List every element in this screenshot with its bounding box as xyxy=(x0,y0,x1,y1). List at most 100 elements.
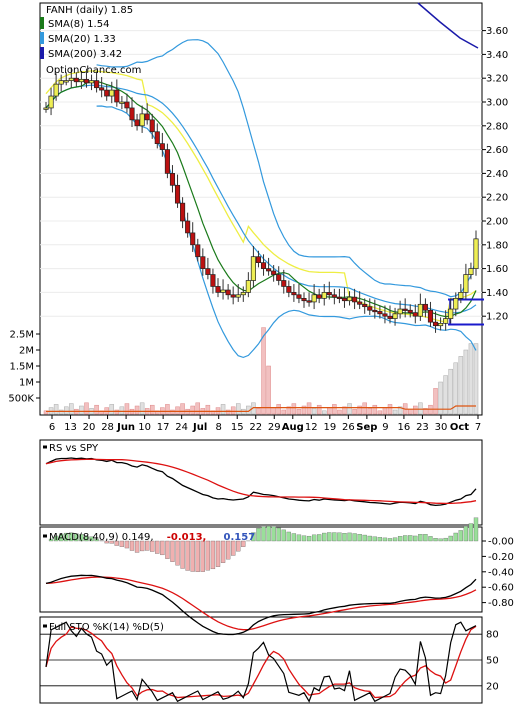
candle-body xyxy=(427,309,434,323)
volume-bar xyxy=(357,405,362,415)
candle-body xyxy=(220,289,226,293)
candle-body xyxy=(367,306,373,311)
macd-histogram-bar xyxy=(64,532,69,542)
candle-body xyxy=(129,107,135,121)
macd-histogram-bar xyxy=(180,540,185,569)
price-axis-labels: 3.60 3.40 3.20 3.00 2.80 2.60 2.40 2.20 2.00 1.80… xyxy=(482,26,508,323)
candle-body xyxy=(99,87,105,91)
candle-body xyxy=(266,268,272,272)
macd-histogram-bar xyxy=(165,540,170,559)
volume-bar xyxy=(165,404,170,415)
volume-bar xyxy=(235,403,241,415)
volume-bar xyxy=(134,405,140,415)
date-tick-label: 28 xyxy=(101,422,114,433)
candle-body xyxy=(230,294,236,298)
candle-body xyxy=(296,294,302,299)
candle-body xyxy=(382,313,388,317)
sto-axis-labels: 80 50 20 xyxy=(486,630,499,693)
candle-body xyxy=(260,262,267,269)
volume-bar xyxy=(124,403,130,415)
watermark: OptionChance.com xyxy=(46,65,141,76)
candle-body xyxy=(453,298,459,310)
macd-tick-label: -0.80 xyxy=(488,598,514,609)
candle-body xyxy=(185,220,191,234)
candle-body xyxy=(43,107,49,110)
macd-histogram-bar xyxy=(403,535,408,542)
macd-histogram-bar xyxy=(251,532,256,542)
macd-histogram-bar xyxy=(448,535,453,542)
date-tick-label: 19 xyxy=(323,422,336,433)
price-tick-label: 2.20 xyxy=(486,193,508,204)
candle-body xyxy=(164,149,170,174)
sma200-line xyxy=(417,2,479,49)
macd-histogram-bar xyxy=(357,534,362,542)
date-tick-label: 8 xyxy=(216,422,222,433)
candle-body xyxy=(458,292,464,299)
volume-average-line xyxy=(46,405,476,412)
candle-body xyxy=(200,256,206,269)
macd-histogram-bar xyxy=(342,533,347,542)
macd-histogram-bar xyxy=(74,533,79,542)
sto-tick-label: 20 xyxy=(486,681,499,692)
sto-d-line xyxy=(45,625,477,699)
volume-bar xyxy=(418,402,423,415)
candle-body xyxy=(94,80,100,89)
volume-bar xyxy=(316,404,322,415)
candle-body xyxy=(78,79,84,83)
macd-histogram-bar xyxy=(53,535,59,542)
candle-body xyxy=(88,80,95,84)
rs-title: RS vs SPY xyxy=(49,443,99,454)
macd-histogram-bar xyxy=(79,534,84,542)
volume-bar xyxy=(286,406,292,415)
volume-bar xyxy=(473,343,479,415)
candle-body xyxy=(149,119,155,133)
volume-bar xyxy=(413,405,418,415)
date-tick-label: 7 xyxy=(475,422,481,433)
volume-bar xyxy=(382,407,388,415)
candle-body xyxy=(68,77,74,81)
volume-bar xyxy=(448,368,453,415)
macd-title-line: MACD(8,40,9) 0.149, -0.013, 0.157 xyxy=(49,532,255,543)
candle-body xyxy=(190,232,196,246)
macd-tick-label: -0.20 xyxy=(488,552,514,563)
macd-histogram-bar xyxy=(463,526,469,542)
macd-histogram-bar xyxy=(129,540,135,551)
macd-histogram-bar xyxy=(190,540,195,572)
macd-histogram-bar xyxy=(413,535,418,542)
candle-body xyxy=(174,184,181,204)
macd-histogram-bar xyxy=(286,531,291,542)
volume-bar xyxy=(190,405,195,415)
macd-histogram-bar xyxy=(453,532,458,542)
date-axis-labels: 6 13 20 28 Jun 10 17 24 Jul 8 15 22 29 Aug 12 19 26 Sep 9 1… xyxy=(49,415,481,433)
candle-body xyxy=(357,301,363,305)
candle-body xyxy=(387,315,393,319)
volume-bar xyxy=(266,365,271,415)
macd-histogram-bar xyxy=(428,536,433,542)
date-tick-label: 17 xyxy=(157,422,170,433)
candle-body xyxy=(63,80,69,83)
candle-body xyxy=(341,298,348,302)
volume-bar xyxy=(392,409,398,415)
volume-bar xyxy=(291,403,297,415)
sto-gridlines xyxy=(40,633,482,687)
volume-bar xyxy=(230,406,236,415)
macd-signal-value: -0.013, xyxy=(167,532,207,543)
candle-body xyxy=(443,318,449,324)
price-tick-label: 3.40 xyxy=(486,50,508,61)
candle-body xyxy=(271,270,277,275)
price-tick-label: 2.80 xyxy=(486,121,508,132)
sto-lines xyxy=(45,621,477,703)
sto-k-line xyxy=(45,621,477,703)
volume-bar xyxy=(342,406,347,415)
macd-histogram-bar xyxy=(311,534,317,542)
date-tick-label: Sep xyxy=(356,422,377,433)
volume-bar xyxy=(433,388,438,415)
macd-histogram-bar xyxy=(408,535,413,542)
sma8-line xyxy=(45,80,477,318)
macd-histogram-bar xyxy=(200,540,205,572)
candle-body xyxy=(180,202,186,222)
price-tick-label: 1.20 xyxy=(486,312,508,323)
price-tick-label: 2.00 xyxy=(486,217,508,228)
price-indicator-lines xyxy=(45,2,484,359)
legend-swatch-sma20 xyxy=(40,32,44,44)
